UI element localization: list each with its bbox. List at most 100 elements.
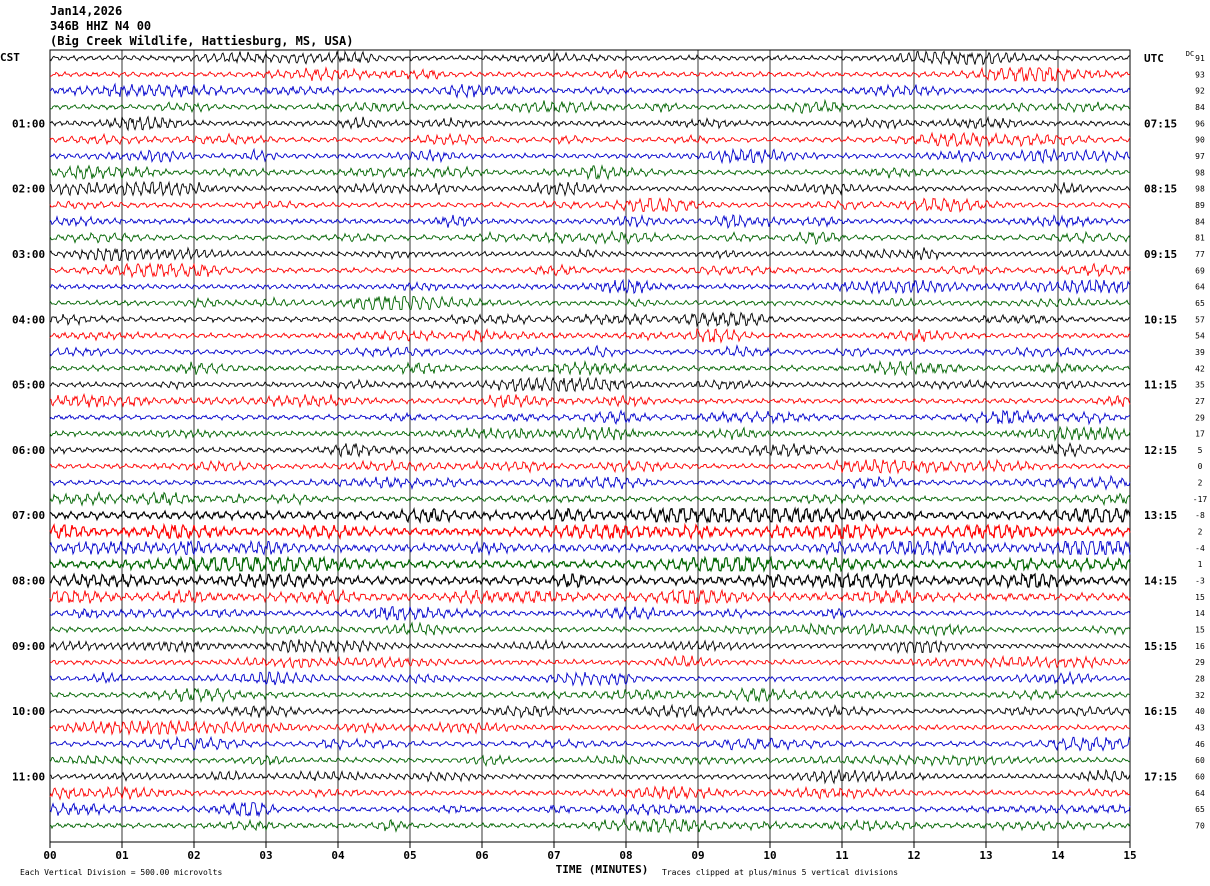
dc-value: 32 xyxy=(1195,691,1205,700)
seismic-trace xyxy=(49,66,1131,83)
station-location: (Big Creek Wildlife, Hattiesburg, MS, US… xyxy=(50,34,354,48)
clip-note: Traces clipped at plus/minus 5 vertical … xyxy=(662,868,898,877)
seismic-trace xyxy=(49,147,1131,165)
utc-hour-label: UTC xyxy=(1144,52,1164,65)
dc-value: 2 xyxy=(1198,479,1203,488)
seismic-trace xyxy=(49,670,1131,687)
dc-value: 29 xyxy=(1195,658,1205,667)
dc-value: 40 xyxy=(1195,707,1205,716)
dc-value: 96 xyxy=(1195,119,1205,128)
dc-value: 5 xyxy=(1198,446,1203,455)
seismic-trace xyxy=(49,278,1131,295)
dc-value: -4 xyxy=(1195,544,1205,553)
x-tick-label: 13 xyxy=(979,849,992,862)
seismic-trace xyxy=(49,638,1131,654)
dc-value: 29 xyxy=(1195,413,1205,422)
seismic-trace xyxy=(49,295,1131,311)
utc-hour-label: 11:15 xyxy=(1144,379,1177,392)
dc-value: 39 xyxy=(1195,348,1205,357)
seismic-trace xyxy=(49,311,1131,328)
seismic-trace xyxy=(49,539,1131,557)
seismic-trace xyxy=(49,360,1131,377)
dc-value: 57 xyxy=(1195,315,1205,324)
x-tick-label: 10 xyxy=(763,849,776,862)
seismic-trace xyxy=(49,555,1131,574)
seismic-trace xyxy=(49,458,1131,475)
dc-value: 28 xyxy=(1195,675,1205,684)
seismic-trace xyxy=(49,50,1131,66)
cst-hour-label: 11:00 xyxy=(12,771,45,784)
seismic-trace xyxy=(49,606,1131,622)
plot-date: Jan14,2026 xyxy=(50,4,123,18)
seismic-trace xyxy=(49,213,1131,230)
seismic-trace xyxy=(49,753,1131,768)
seismic-trace xyxy=(49,571,1131,590)
dc-value: 54 xyxy=(1195,332,1205,341)
dc-value: -8 xyxy=(1195,511,1205,520)
cst-hour-label: 02:00 xyxy=(12,183,45,196)
dc-value: 90 xyxy=(1195,136,1205,145)
seismic-trace xyxy=(49,327,1131,344)
cst-hour-label: 04:00 xyxy=(12,313,45,326)
dc-value: 46 xyxy=(1195,740,1205,749)
dc-value: -3 xyxy=(1195,577,1205,586)
x-tick-label: 12 xyxy=(907,849,920,862)
seismic-trace xyxy=(49,768,1131,785)
x-tick-label: 03 xyxy=(259,849,272,862)
seismic-trace xyxy=(49,588,1131,606)
x-tick-label: 00 xyxy=(43,849,56,862)
dc-value: 15 xyxy=(1195,593,1205,602)
dc-value: 14 xyxy=(1195,609,1205,618)
seismic-trace xyxy=(49,262,1131,279)
dc-value: 27 xyxy=(1195,397,1205,406)
utc-hour-label: 10:15 xyxy=(1144,313,1177,326)
x-tick-label: 06 xyxy=(475,849,489,862)
seismic-trace xyxy=(49,654,1131,670)
plot-frame xyxy=(49,49,1131,843)
seismic-trace xyxy=(49,785,1131,801)
seismic-trace xyxy=(49,409,1131,426)
seismic-trace xyxy=(49,686,1131,704)
seismic-trace xyxy=(49,703,1131,719)
seismic-trace xyxy=(49,115,1131,132)
dc-value: 97 xyxy=(1195,152,1205,161)
seismic-trace xyxy=(49,131,1131,148)
left-axis-label: CST xyxy=(0,51,20,64)
seismic-trace xyxy=(49,229,1131,246)
dc-value: 17 xyxy=(1195,430,1205,439)
dc-value: 1 xyxy=(1198,560,1203,569)
dc-value: 42 xyxy=(1195,364,1205,373)
utc-hour-label: 16:15 xyxy=(1144,705,1177,718)
x-tick-label: 08 xyxy=(619,849,632,862)
dc-value: 15 xyxy=(1195,626,1205,635)
dc-value: 60 xyxy=(1195,756,1205,765)
dc-value: 77 xyxy=(1195,250,1205,259)
utc-hour-label: 14:15 xyxy=(1144,575,1177,588)
seismic-trace xyxy=(49,506,1131,524)
seismic-trace xyxy=(49,82,1131,99)
plot-header: Jan14,2026 346B HHZ N4 00 (Big Creek Wil… xyxy=(50,4,353,49)
dc-value: 64 xyxy=(1195,283,1205,292)
cst-hour-label: 05:00 xyxy=(12,379,45,392)
x-tick-label: 09 xyxy=(691,849,704,862)
scale-note: Each Vertical Division = 500.00 microvol… xyxy=(20,868,222,877)
dc-value: 92 xyxy=(1195,87,1205,96)
dc-value: -17 xyxy=(1193,495,1208,504)
seismic-trace xyxy=(49,801,1131,818)
seismic-trace xyxy=(49,180,1131,197)
dc-value: 98 xyxy=(1195,168,1205,177)
seismic-trace xyxy=(49,621,1131,638)
x-tick-label: 14 xyxy=(1051,849,1065,862)
dc-header-label: DC xyxy=(1186,50,1194,58)
cst-hour-label: 07:00 xyxy=(12,509,45,522)
utc-hour-label: 12:15 xyxy=(1144,444,1177,457)
x-axis-label: TIME (MINUTES) xyxy=(556,863,649,876)
seismic-trace xyxy=(49,393,1131,409)
seismic-trace xyxy=(49,425,1131,442)
dc-value: 93 xyxy=(1195,70,1205,79)
utc-hour-label: 13:15 xyxy=(1144,509,1177,522)
dc-value: 81 xyxy=(1195,234,1205,243)
dc-value: 89 xyxy=(1195,201,1205,210)
utc-hour-label: 08:15 xyxy=(1144,183,1177,196)
